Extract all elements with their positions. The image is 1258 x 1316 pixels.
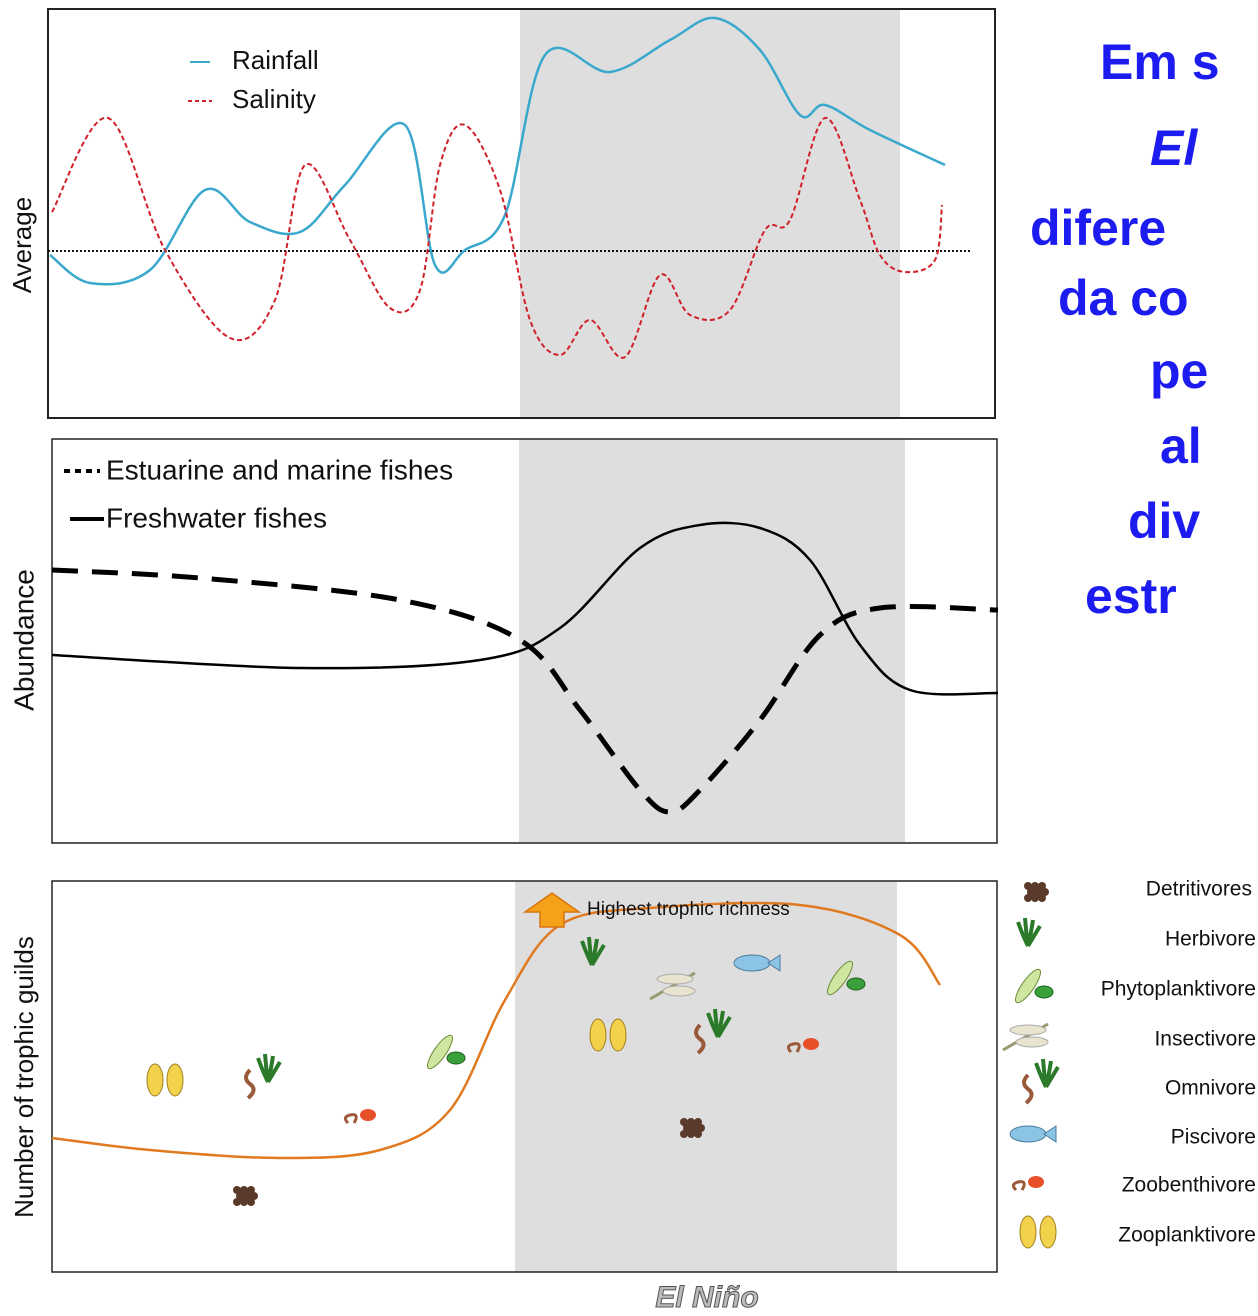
icon-part (1035, 986, 1053, 998)
side-line: difere (1030, 200, 1166, 256)
icon-part (1016, 1037, 1048, 1047)
side-line: pe (1150, 343, 1208, 399)
annotation: Highest trophic richness (587, 899, 790, 920)
legend-label: Zoobenthivore (1122, 1174, 1256, 1197)
icon-part (447, 1052, 465, 1064)
icon-part (847, 978, 865, 990)
side-line: El (1150, 120, 1198, 176)
legend-label: Piscivore (1171, 1126, 1256, 1149)
guild-icon (345, 1109, 376, 1123)
icon-part (247, 1198, 255, 1206)
figure: Rainfall Salinity Average Estuarine and … (0, 0, 1258, 1316)
legend-icon (1018, 918, 1040, 946)
icon-part (345, 1115, 356, 1123)
side-line: estr (1085, 568, 1177, 624)
legend-label: Freshwater fishes (106, 502, 327, 533)
side-text: Em s El difere da co pe al div estr (1030, 34, 1220, 624)
icon-part (590, 1019, 606, 1051)
guild-icon (424, 1032, 465, 1072)
icon-part (694, 1130, 702, 1138)
icon-part (1031, 894, 1039, 902)
legend-label: Zooplanktivore (1118, 1224, 1256, 1247)
icon-part (424, 1032, 457, 1072)
side-line: al (1160, 418, 1202, 474)
legend-label: Estuarine and marine fishes (106, 454, 453, 485)
legend-icon (1003, 1024, 1048, 1050)
icon-part (687, 1130, 695, 1138)
guild-icon (233, 1186, 258, 1206)
icon-part (657, 974, 693, 984)
icon-part (734, 955, 770, 971)
icon-part (1010, 1025, 1046, 1035)
legend-icon (1010, 1126, 1056, 1142)
el-nino-shade (519, 439, 905, 843)
icon-part (1040, 1216, 1056, 1248)
side-line: da co (1058, 270, 1189, 326)
el-nino-shade (520, 9, 900, 418)
icon-part (233, 1198, 241, 1206)
icon-part (240, 1198, 248, 1206)
guild-icon (147, 1064, 183, 1096)
y-axis-label: Abundance (8, 569, 39, 711)
icon-part (1020, 1216, 1036, 1248)
icon-part (1038, 894, 1046, 902)
y-axis-label: Number of trophic guilds (9, 936, 39, 1218)
icon-part (246, 1070, 254, 1098)
icon-part (1044, 1126, 1056, 1142)
guild-icon (246, 1054, 280, 1098)
icon-part (1028, 1176, 1044, 1188)
guild-legend: Detritivores Herbivore Phytoplanktivore Ins… (1003, 878, 1256, 1248)
icon-part (1012, 966, 1045, 1006)
icon-part (1024, 894, 1032, 902)
legend-label: Rainfall (232, 45, 319, 75)
x-axis-label: El Niño (655, 1281, 758, 1314)
icon-part (1013, 1182, 1024, 1190)
el-nino-shade (515, 881, 897, 1272)
legend-icon (1012, 966, 1053, 1006)
legend-label: Omnivore (1165, 1077, 1256, 1100)
icon-part (360, 1109, 376, 1121)
icon-part (1010, 1126, 1046, 1142)
icon-part (663, 986, 695, 996)
legend-icon (1024, 882, 1049, 902)
legend-label: Salinity (232, 84, 316, 114)
side-line: div (1128, 493, 1200, 549)
legend-icon (1020, 1216, 1056, 1248)
legend-label: Insectivore (1154, 1028, 1256, 1051)
icon-part (680, 1130, 688, 1138)
legend-icon (1024, 1059, 1058, 1103)
guild-icon (680, 1118, 705, 1138)
icon-part (1024, 1075, 1032, 1103)
legend-label: Detritivores (1146, 878, 1252, 901)
side-line: Em s (1100, 34, 1220, 90)
legend-label: Herbivore (1165, 928, 1256, 951)
icon-part (803, 1038, 819, 1050)
icon-part (167, 1064, 183, 1096)
legend-icon (1013, 1176, 1044, 1190)
legend-label: Phytoplanktivore (1101, 978, 1256, 1001)
y-axis-label: Average (7, 197, 37, 293)
icon-part (610, 1019, 626, 1051)
icon-part (147, 1064, 163, 1096)
